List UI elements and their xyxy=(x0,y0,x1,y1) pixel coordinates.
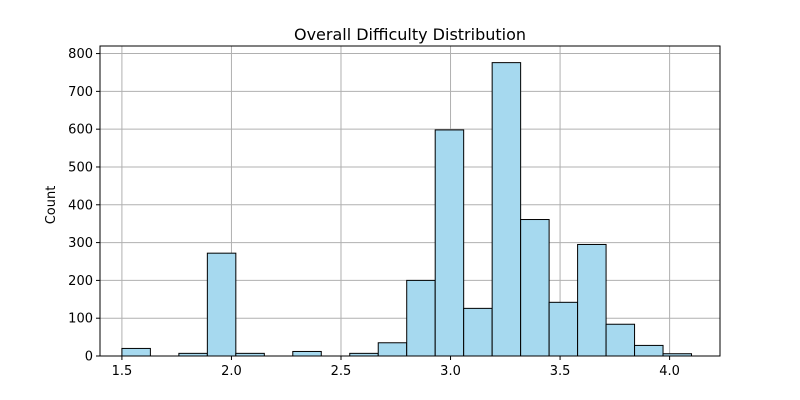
histogram-bar-15 xyxy=(548,301,579,357)
y-tick-label-1: 100 xyxy=(68,312,93,327)
histogram-bar-10 xyxy=(406,279,436,357)
histogram-bar-17 xyxy=(605,323,636,357)
y-tick-label-4: 400 xyxy=(68,198,93,213)
chart-title: Overall Difficulty Distribution xyxy=(294,25,526,44)
bars-layer xyxy=(121,62,693,357)
y-tick-label-7: 700 xyxy=(68,85,93,100)
y-tick-label-3: 300 xyxy=(68,236,93,251)
histogram-bar-12 xyxy=(463,307,493,357)
plot-frame xyxy=(99,45,721,357)
ticks-layer: 1.5 2.0 2.5 3.0 3.5 4.0 0 100 200 300 400 500 600 700… xyxy=(68,47,680,379)
histogram-bar-9 xyxy=(377,342,408,357)
x-tick-label-5: 4.0 xyxy=(659,364,680,379)
y-tick-label-6: 600 xyxy=(68,123,93,138)
y-tick-label-5: 500 xyxy=(68,160,93,175)
histogram-bar-18 xyxy=(634,344,664,357)
y-tick-label-0: 0 xyxy=(85,350,93,365)
x-tick-label-0: 1.5 xyxy=(112,364,133,379)
grid-layer xyxy=(100,46,720,357)
y-tick-label-2: 200 xyxy=(68,274,93,289)
histogram-bar-14 xyxy=(520,219,550,357)
x-tick-label-4: 3.5 xyxy=(550,364,571,379)
x-tick-label-2: 2.5 xyxy=(331,364,352,379)
histogram-bar-13 xyxy=(491,62,522,357)
x-tick-label-1: 2.0 xyxy=(221,364,242,379)
y-axis-label: Count xyxy=(44,186,59,225)
histogram-bar-0 xyxy=(121,347,151,357)
histogram-bar-6 xyxy=(292,350,322,357)
histogram-bar-16 xyxy=(577,243,607,357)
y-tick-label-8: 800 xyxy=(68,47,93,62)
x-tick-label-3: 3.0 xyxy=(440,364,461,379)
histogram-bar-11 xyxy=(434,129,465,357)
histogram-bar-3 xyxy=(206,252,237,357)
